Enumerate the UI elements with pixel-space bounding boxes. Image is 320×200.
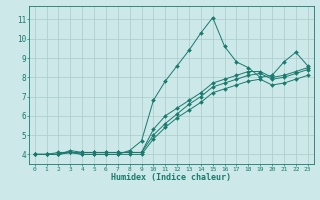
X-axis label: Humidex (Indice chaleur): Humidex (Indice chaleur) (111, 173, 231, 182)
